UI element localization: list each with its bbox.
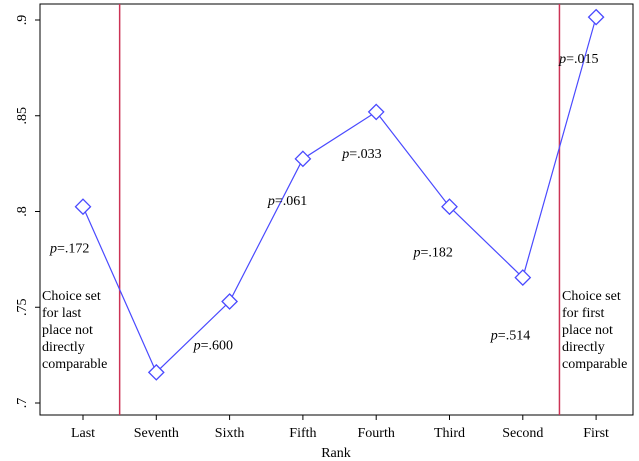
right-annotation-line: for first	[562, 306, 604, 321]
x-tick-label: Fourth	[358, 426, 395, 441]
p-value-text: =.061	[275, 194, 307, 209]
x-axis-title: Rank	[321, 446, 351, 461]
x-tick-label: Third	[434, 426, 465, 441]
y-tick-label: .8	[15, 206, 30, 217]
reference-lines	[118, 4, 561, 415]
p-value-label: p=.015	[558, 52, 598, 67]
p-value-labels: p=.172p=.600p=.061p=.033p=.182p=.514p=.0…	[49, 52, 599, 353]
p-value-text: =.015	[566, 52, 598, 67]
y-axis: .7 .75 .8 .85 .9	[15, 15, 40, 409]
p-value-text: =.033	[349, 147, 381, 162]
x-tick-label: Sixth	[215, 426, 245, 441]
x-tick-label: Fifth	[289, 426, 316, 441]
p-value-label: p=.061	[267, 194, 307, 209]
data-point-marker	[367, 103, 385, 121]
x-tick-label: Last	[71, 426, 95, 441]
data-point-marker	[587, 8, 605, 26]
data-point-marker	[441, 198, 458, 216]
left-annotation-line: place not	[42, 323, 93, 338]
p-value-symbol: p	[558, 52, 566, 67]
left-annotation-line: comparable	[42, 357, 107, 372]
data-point-marker	[514, 269, 532, 286]
left-annotation-line: Choice set	[42, 289, 101, 304]
p-value-text: =.172	[57, 242, 89, 257]
x-tick-label: First	[583, 426, 609, 441]
p-value-symbol: p	[193, 339, 201, 354]
series-line	[82, 16, 597, 374]
p-value-label: p=.033	[341, 147, 381, 162]
right-annotation: Choice set for first place not directly …	[562, 289, 627, 372]
left-annotation-line: directly	[42, 340, 85, 355]
right-annotation-line: comparable	[562, 357, 627, 372]
y-tick-label: .85	[15, 107, 30, 125]
series-markers	[74, 8, 605, 381]
p-value-symbol: p	[341, 147, 349, 162]
p-value-text: =.514	[498, 329, 530, 344]
data-point-marker	[147, 363, 165, 381]
x-axis: Last Seventh Sixth Fifth Fourth Third Second Fi…	[71, 415, 609, 441]
right-annotation-line: Choice set	[562, 289, 621, 304]
p-value-label: p=.514	[490, 329, 530, 344]
p-value-symbol: p	[267, 194, 275, 209]
right-annotation-line: directly	[562, 340, 605, 355]
y-tick-label: .9	[15, 15, 30, 26]
p-value-label: p=.182	[413, 246, 453, 261]
data-point-marker	[74, 198, 92, 216]
x-tick-label: Seventh	[134, 426, 179, 441]
p-value-symbol: p	[49, 242, 57, 257]
y-tick-label: .7	[15, 398, 30, 409]
p-value-symbol: p	[490, 329, 498, 344]
left-annotation: Choice set for last place not directly c…	[42, 289, 107, 372]
left-annotation-line: for last	[42, 306, 81, 321]
p-value-symbol: p	[413, 246, 421, 261]
plot-frame	[39, 3, 634, 416]
y-tick-label: .75	[15, 299, 30, 317]
data-point-marker	[221, 293, 239, 310]
p-value-label: p=.600	[193, 339, 233, 354]
p-value-text: =.182	[421, 246, 453, 261]
right-annotation-line: place not	[562, 323, 613, 338]
p-value-text: =.600	[201, 339, 233, 354]
series-polyline	[82, 16, 597, 374]
data-point-marker	[294, 150, 312, 168]
x-tick-label: Second	[502, 426, 543, 441]
p-value-label: p=.172	[49, 242, 89, 257]
